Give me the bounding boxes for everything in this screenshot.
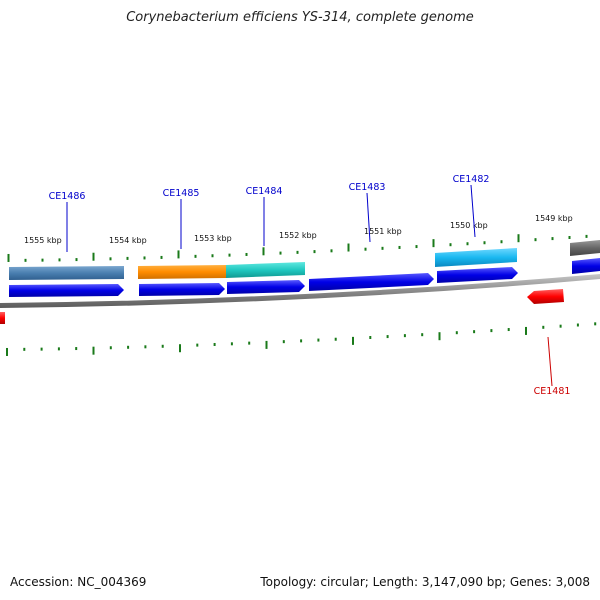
cds-ce1483-arrow	[309, 273, 434, 291]
ruler-ticks-bottom	[6, 322, 597, 356]
ruler-label: 1551 kbp	[364, 227, 402, 236]
gene-label-ce1482[interactable]: CE1482	[453, 174, 490, 185]
gene-label-ce1483[interactable]: CE1483	[349, 182, 386, 193]
feature-ce1485-band	[138, 265, 226, 279]
feature-ce1484-band	[226, 262, 305, 278]
cds-ce1485-arrow	[139, 283, 225, 296]
cds-left-reverse-arrow	[0, 312, 5, 324]
feature-ce1482-band	[435, 248, 517, 267]
map-title: Corynebacterium efficiens YS-314, comple…	[126, 10, 474, 25]
label-leader	[366, 192, 371, 243]
ruler-label: 1552 kbp	[279, 231, 317, 240]
cds-right-arrow	[572, 258, 600, 274]
topology-label: Topology: circular; Length: 3,147,090 bp…	[260, 575, 590, 589]
ruler-label: 1553 kbp	[194, 234, 232, 243]
ruler-label: 1554 kbp	[109, 236, 147, 245]
chromosome-backbone	[0, 274, 600, 308]
ruler-label: 1549 kbp	[535, 214, 573, 223]
label-leader	[470, 184, 476, 238]
ruler-label: 1555 kbp	[24, 236, 62, 245]
cds-ce1484-arrow	[227, 280, 305, 294]
gene-label-ce1485[interactable]: CE1485	[163, 188, 200, 199]
cds-ce1486-arrow	[9, 284, 124, 297]
label-leader	[547, 336, 553, 387]
accession-label: Accession: NC_004369	[10, 575, 147, 589]
ruler-label: 1550 kbp	[450, 221, 488, 230]
feature-ce1486-band	[9, 266, 124, 280]
cds-ce1482-arrow	[437, 267, 518, 283]
cds-ce1481-arrow	[527, 289, 564, 304]
feature-right-band	[570, 240, 600, 256]
ruler-ticks-top	[7, 234, 588, 262]
gene-label-ce1481[interactable]: CE1481	[534, 386, 571, 397]
gene-label-ce1486[interactable]: CE1486	[49, 191, 86, 202]
gene-label-ce1484[interactable]: CE1484	[246, 186, 283, 197]
